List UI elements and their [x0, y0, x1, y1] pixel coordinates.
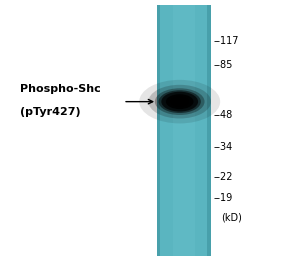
- Ellipse shape: [158, 90, 201, 113]
- Bar: [173, 5, 195, 256]
- Text: --48: --48: [214, 110, 233, 120]
- Bar: [207, 5, 211, 256]
- Text: --22: --22: [214, 172, 233, 182]
- Ellipse shape: [166, 94, 194, 109]
- Ellipse shape: [170, 97, 189, 107]
- Bar: [157, 5, 211, 256]
- Text: --117: --117: [214, 36, 239, 46]
- Text: (pTyr427): (pTyr427): [20, 107, 80, 116]
- Text: --19: --19: [214, 193, 233, 203]
- Text: --34: --34: [214, 142, 233, 152]
- Text: (kD): (kD): [221, 213, 242, 223]
- Ellipse shape: [155, 88, 205, 115]
- Text: Phospho-Shc: Phospho-Shc: [20, 84, 100, 94]
- Ellipse shape: [161, 92, 198, 112]
- Text: --85: --85: [214, 60, 233, 70]
- Ellipse shape: [149, 85, 211, 119]
- Bar: [157, 5, 160, 256]
- Ellipse shape: [139, 80, 220, 124]
